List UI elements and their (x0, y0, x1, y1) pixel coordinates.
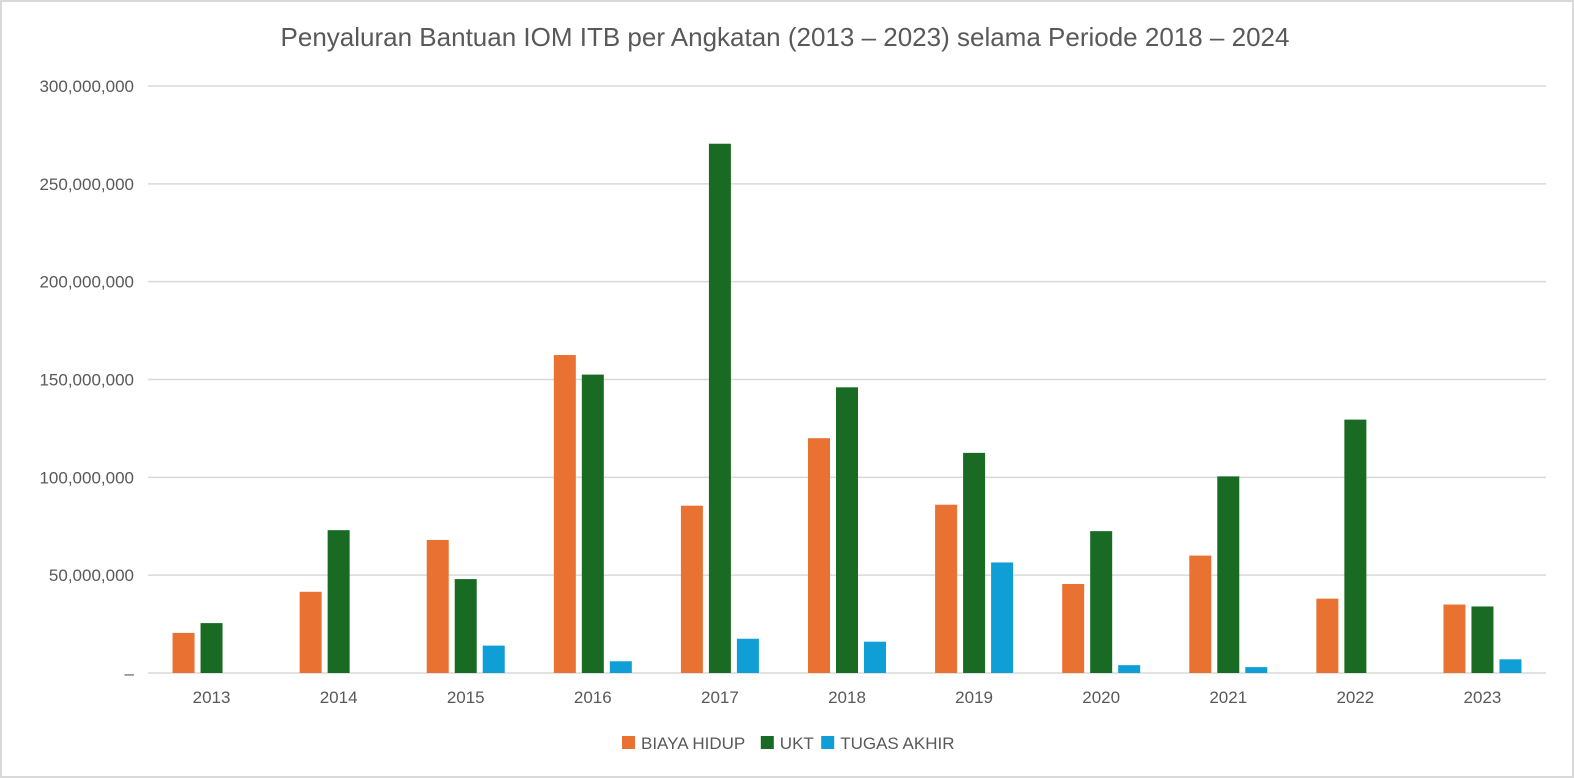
bar-tugas-akhir-2021 (1245, 667, 1268, 673)
bar-ukt-2013 (200, 623, 223, 673)
y-tick-label: 150,000,000 (39, 371, 134, 390)
bar-tugas-akhir-2020 (1118, 665, 1141, 673)
bar-tugas-akhir-2023 (1499, 659, 1522, 673)
x-tick-label: 2021 (1209, 688, 1247, 707)
bar-biaya-hidup-2016 (553, 355, 576, 673)
legend-swatch-ukt (760, 736, 774, 749)
y-tick-label: 50,000,000 (49, 566, 134, 585)
chart-title: Penyaluran Bantuan IOM ITB per Angkatan … (281, 22, 1290, 52)
bar-tugas-akhir-2018 (864, 641, 886, 673)
legend-label-tugas-akhir: TUGAS AKHIR (840, 734, 954, 753)
y-tick-label: 250,000,000 (39, 175, 134, 194)
bar-biaya-hidup-2014 (299, 591, 322, 673)
legend-swatch-tugas-akhir (821, 736, 835, 749)
bar-ukt-2021 (1217, 476, 1240, 673)
x-tick-label: 2013 (193, 688, 231, 707)
bar-biaya-hidup-2021 (1189, 555, 1212, 673)
bar-ukt-2022 (1344, 419, 1367, 673)
x-tick-label: 2019 (955, 688, 993, 707)
bar-ukt-2017 (708, 143, 731, 673)
bar-ukt-2014 (327, 530, 350, 673)
bar-ukt-2020 (1090, 531, 1113, 673)
bar-biaya-hidup-2020 (1062, 583, 1085, 673)
x-tick-label: 2014 (320, 688, 358, 707)
bar-tugas-akhir-2019 (991, 562, 1014, 673)
legend-label-ukt: UKT (780, 734, 814, 753)
x-axis-ticks: 2013 2014 2015 2016 2017 2018 2019 2020 2021 2022… (193, 688, 1502, 707)
y-tick-label: – (125, 664, 135, 683)
bar-ukt-2023 (1471, 606, 1494, 673)
bar-tugas-akhir-2016 (609, 661, 632, 673)
bar-ukt-2018 (836, 387, 858, 673)
legend-label-biaya-hidup: BIAYA HIDUP (641, 734, 745, 753)
x-tick-label: 2016 (574, 688, 612, 707)
x-tick-label: 2023 (1464, 688, 1502, 707)
bar-biaya-hidup-2015 (426, 539, 449, 673)
bar-tugas-akhir-2015 (482, 645, 505, 673)
bar-biaya-hidup-2022 (1316, 598, 1339, 673)
bar-ukt-2015 (454, 579, 477, 673)
legend-swatch-biaya-hidup (622, 736, 635, 749)
legend: BIAYA HIDUP UKT TUGAS AKHIR (622, 734, 955, 753)
bar-biaya-hidup-2017 (680, 505, 703, 673)
y-tick-label: 200,000,000 (39, 273, 134, 292)
x-tick-label: 2018 (828, 688, 866, 707)
bar-tugas-akhir-2017 (736, 638, 759, 673)
bars (172, 143, 1522, 673)
bar-biaya-hidup-2023 (1443, 604, 1466, 673)
x-tick-label: 2017 (701, 688, 739, 707)
y-tick-label: 100,000,000 (39, 468, 134, 487)
x-tick-label: 2022 (1336, 688, 1374, 707)
x-tick-label: 2020 (1082, 688, 1120, 707)
y-axis-ticks: – 50,000,000 100,000,000 150,000,000 200,000… (39, 77, 134, 683)
bar-ukt-2016 (581, 374, 604, 673)
bar-biaya-hidup-2018 (808, 438, 830, 673)
y-tick-label: 300,000,000 (39, 77, 134, 96)
x-tick-label: 2015 (447, 688, 485, 707)
bar-biaya-hidup-2019 (935, 504, 958, 673)
bar-ukt-2019 (963, 452, 986, 673)
bar-biaya-hidup-2013 (172, 632, 195, 673)
